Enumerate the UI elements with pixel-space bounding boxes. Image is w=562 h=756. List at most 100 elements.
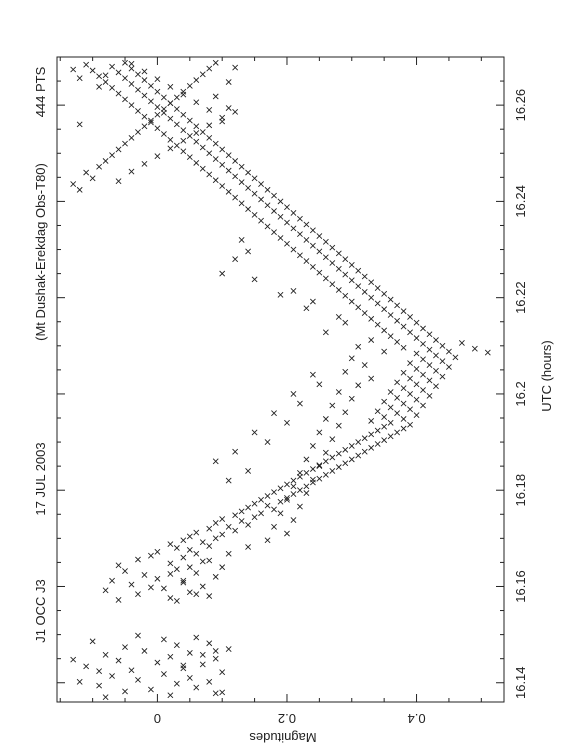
data-point <box>355 439 362 445</box>
data-point <box>271 192 277 199</box>
data-point <box>212 140 219 147</box>
data-point <box>238 200 245 207</box>
data-point <box>368 417 375 424</box>
data-point <box>199 71 206 78</box>
data-point <box>89 175 96 182</box>
data-point <box>180 537 187 544</box>
data-point <box>148 686 154 693</box>
data-point <box>76 121 83 128</box>
data-point <box>115 562 122 569</box>
data-point <box>309 443 316 449</box>
data-point <box>83 663 90 670</box>
data-point <box>154 575 161 582</box>
data-point <box>186 117 193 124</box>
data-point <box>348 262 355 268</box>
data-point <box>342 460 349 467</box>
data-point <box>329 468 336 474</box>
data-point <box>180 554 187 561</box>
data-point <box>316 462 323 469</box>
data-point <box>251 211 258 218</box>
data-point <box>154 125 161 132</box>
data-point <box>394 302 401 309</box>
data-point <box>135 86 141 93</box>
data-point <box>154 76 161 83</box>
data-point <box>122 140 128 147</box>
data-point <box>180 665 187 672</box>
data-point <box>271 229 277 236</box>
data-point <box>264 186 271 193</box>
data-point <box>277 510 284 517</box>
data-point <box>206 543 213 549</box>
data-point <box>368 444 375 451</box>
data-point <box>316 475 323 482</box>
data-point <box>258 196 264 203</box>
data-point <box>335 287 342 293</box>
data-point <box>381 290 388 297</box>
data-point <box>420 356 426 363</box>
data-point <box>342 292 349 299</box>
data-point <box>212 177 219 184</box>
data-point <box>193 591 200 598</box>
data-point <box>335 389 342 395</box>
data-point <box>394 394 401 401</box>
data-point <box>426 377 433 384</box>
plot-frame <box>56 56 505 703</box>
data-point <box>342 256 349 263</box>
data-point <box>122 644 128 651</box>
data-point <box>433 367 439 374</box>
data-point <box>335 450 342 457</box>
data-point <box>329 454 336 461</box>
data-point <box>245 544 252 550</box>
data-point <box>193 99 200 106</box>
data-point <box>355 382 362 389</box>
data-point <box>309 227 316 234</box>
data-point <box>309 263 316 270</box>
data-point <box>251 190 258 197</box>
data-point <box>167 100 174 107</box>
data-point <box>141 123 148 130</box>
data-point <box>186 133 193 139</box>
data-point <box>115 69 122 76</box>
data-point <box>173 545 180 551</box>
data-point <box>232 256 239 263</box>
data-point <box>290 477 297 484</box>
data-point <box>225 152 232 159</box>
data-point <box>361 288 368 295</box>
data-point <box>426 331 433 338</box>
data-point <box>297 231 303 238</box>
data-point <box>193 130 200 136</box>
data-point <box>394 339 401 345</box>
data-point <box>76 678 83 685</box>
data-point <box>199 165 206 172</box>
data-point <box>284 240 290 247</box>
data-point <box>258 217 264 224</box>
data-point <box>387 433 394 440</box>
data-point <box>264 502 271 509</box>
data-points <box>70 59 491 701</box>
data-point <box>290 517 297 523</box>
data-point <box>322 458 329 465</box>
data-point <box>303 490 310 497</box>
data-point <box>251 514 258 521</box>
data-point <box>335 265 342 272</box>
data-point <box>284 496 290 503</box>
data-point <box>297 487 303 494</box>
data-point <box>458 339 465 346</box>
data-point <box>115 146 122 153</box>
data-point <box>96 163 103 170</box>
data-point <box>433 352 439 359</box>
data-point <box>128 102 135 109</box>
data-point <box>322 416 329 422</box>
data-point <box>452 354 459 361</box>
x-tick-label: 16.18 <box>513 474 528 507</box>
data-point <box>420 402 426 409</box>
data-point <box>381 414 388 420</box>
data-point <box>297 215 303 222</box>
data-point <box>290 491 297 497</box>
utc-tick-labels: 16.14 16.16 16.18 16.2 16.22 16.24 16.26 <box>513 89 528 699</box>
data-point <box>342 319 349 326</box>
data-point <box>420 325 426 332</box>
data-point <box>102 72 109 79</box>
data-point <box>355 304 362 311</box>
data-point <box>433 337 439 343</box>
